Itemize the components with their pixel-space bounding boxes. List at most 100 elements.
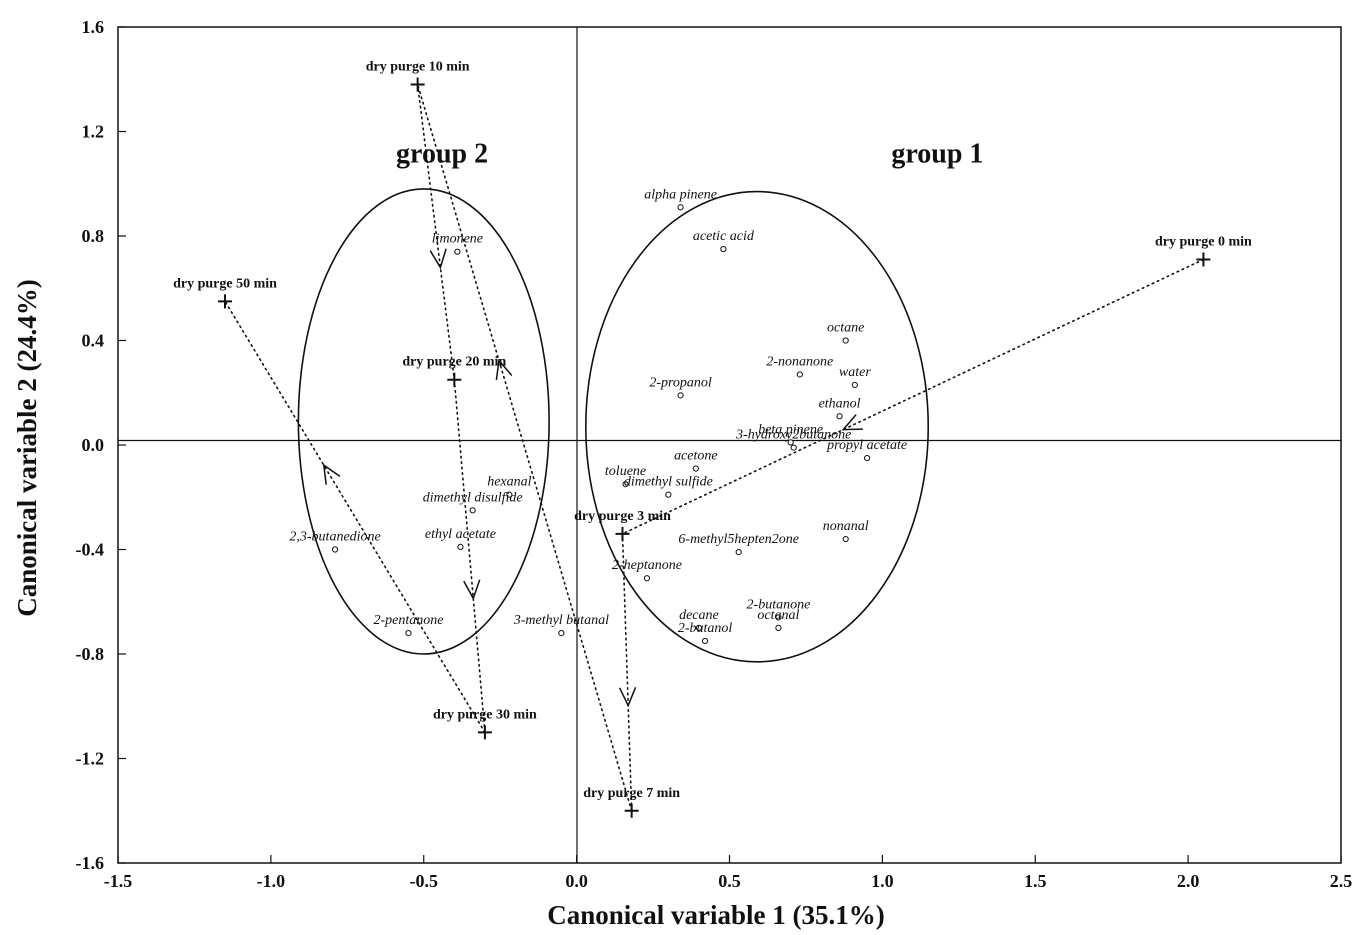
trajectory-segment <box>224 300 486 734</box>
x-tick-label: 2.5 <box>1330 871 1353 891</box>
trajectory-segment <box>416 83 456 381</box>
trajectory-arrows <box>322 248 863 708</box>
compound-label-2-propanol: 2-propanol <box>649 375 712 390</box>
compound-point-2-butanol <box>701 637 709 645</box>
compound-point-2-pentanone <box>405 630 412 637</box>
group-2-ellipse <box>297 188 550 655</box>
compound-label-3-methyl-butanal: 3-methyl butanal <box>513 613 609 628</box>
y-tick-label: -1.2 <box>76 749 105 769</box>
compound-point-ethanol <box>836 413 843 420</box>
compound-point-dimethyl-sulfide <box>665 491 672 498</box>
y-tick-label: 0.8 <box>82 226 105 246</box>
purge-marker-dry-purge-0-min <box>1196 252 1211 267</box>
trajectory-arrowhead <box>841 414 863 431</box>
purge-label-dry-purge-0-min: dry purge 0 min <box>1155 235 1252 250</box>
trajectory-segment <box>621 533 633 812</box>
purge-label-dry-purge-50-min: dry purge 50 min <box>173 276 277 291</box>
purge-points: dry purge 0 min dry purge 3 min dry purge … <box>173 59 1252 818</box>
compound-label-2-butanol: 2-butanol <box>678 621 733 636</box>
compound-point-6-methyl5hepten2one <box>735 549 742 556</box>
compound-label-toluene: toluene <box>605 464 646 479</box>
compound-label-dimethyl-disulfide: dimethyl disulfide <box>423 490 523 505</box>
compound-label-2-nonanone: 2-nonanone <box>766 354 833 369</box>
compound-point-hexanal <box>506 491 513 498</box>
trajectory-arrowhead <box>463 579 481 601</box>
y-tick-label: 0.4 <box>82 331 105 351</box>
compound-label-decane: decane <box>679 608 719 623</box>
compound-label-propyl-acetate: propyl acetate <box>826 438 907 453</box>
compound-point-acetic-acid <box>720 245 727 253</box>
compound-point-ethyl-acetate <box>457 543 464 550</box>
compound-label-2-pentanone: 2-pentanone <box>373 613 443 628</box>
compound-point-dimethyl-disulfide <box>469 507 476 514</box>
purge-label-dry-purge-20-min: dry purge 20 min <box>402 355 506 370</box>
y-ticks: 1.6 1.2 0.8 0.4 0.0 -0.4 -0.8 -1.2 -1.6 <box>76 17 126 873</box>
group-1-ellipse <box>584 190 930 663</box>
purge-marker-dry-purge-7-min <box>624 803 639 818</box>
compound-point-octane <box>842 337 849 344</box>
group-1-label: group 1 <box>891 138 983 169</box>
purge-marker-dry-purge-3-min <box>615 526 630 541</box>
purge-marker-dry-purge-10-min <box>410 77 425 92</box>
trajectory-segment <box>453 378 486 734</box>
group-labels: group 2 group 1 <box>396 138 983 169</box>
purge-label-dry-purge-7-min: dry purge 7 min <box>583 786 680 801</box>
compound-label-nonanal: nonanal <box>823 519 869 534</box>
compound-point-2-nonanone <box>796 371 803 378</box>
y-tick-label: -0.4 <box>76 540 105 560</box>
purge-label-dry-purge-30-min: dry purge 30 min <box>433 707 537 722</box>
compound-label-2-heptanone: 2-heptanone <box>612 558 682 573</box>
x-ticks: -1.5 -1.0 -0.5 0.0 0.5 1.0 1.5 2.0 2.5 <box>104 855 1353 891</box>
x-tick-label: 0.5 <box>718 871 741 891</box>
compound-label-water: water <box>839 365 871 380</box>
compound-point-alpha-pinene <box>677 204 684 211</box>
compound-point-decane <box>695 624 703 631</box>
compound-point-3-methyl-butanal <box>558 630 565 637</box>
compound-point-beta-pinene <box>787 439 794 446</box>
purge-marker-dry-purge-20-min <box>447 372 462 387</box>
compound-point-propyl-acetate <box>863 454 871 462</box>
compound-point-limonene <box>454 248 461 255</box>
trajectory-arrowhead <box>429 248 447 270</box>
trajectory-arrowhead <box>322 463 341 485</box>
compound-point-toluene <box>622 481 629 488</box>
trajectory-arrowhead <box>495 358 513 381</box>
x-tick-label: -1.0 <box>257 871 286 891</box>
compound-point-acetone <box>692 465 699 472</box>
compound-label-3-hydroxy2butanone: 3-hydroxy2butanone <box>735 428 851 443</box>
compound-point-2-3-butanedione <box>331 546 339 553</box>
x-tick-label: 0.0 <box>565 871 588 891</box>
compound-label-beta-pinene: beta pinene <box>758 422 823 437</box>
compound-label-acetone: acetone <box>674 449 718 464</box>
purge-label-dry-purge-3-min: dry purge 3 min <box>574 509 671 524</box>
y-tick-label: -1.6 <box>76 853 105 873</box>
x-tick-label: -1.5 <box>104 871 133 891</box>
group-2-label: group 2 <box>396 138 488 169</box>
x-tick-label: -0.5 <box>410 871 439 891</box>
compound-label-dimethyl-sulfide: dimethyl sulfide <box>624 475 713 490</box>
x-tick-label: 1.0 <box>871 871 894 891</box>
compound-label-octane: octane <box>827 321 864 336</box>
compound-label-ethanol: ethanol <box>819 396 861 411</box>
trajectory-arrowhead <box>618 686 637 708</box>
trajectory-segment <box>621 258 1205 535</box>
x-tick-label: 1.5 <box>1024 871 1047 891</box>
x-axis-title: Canonical variable 1 (35.1%) <box>547 900 885 930</box>
compound-label-hexanal: hexanal <box>487 475 531 490</box>
compound-point-2-heptanone <box>643 575 651 582</box>
compound-point-octanal <box>775 624 782 631</box>
compound-point-3-hydroxy2butanone <box>790 444 797 451</box>
x-tick-label: 2.0 <box>1177 871 1200 891</box>
plot-frame <box>117 26 1342 864</box>
compound-point-2-propanol <box>677 392 684 399</box>
compound-point-water <box>851 381 858 389</box>
compound-points: alpha pinene acetic acid octane 2-nonanone w… <box>289 187 907 645</box>
trajectory-segment <box>416 83 633 812</box>
compound-label-limonene: limonene <box>432 232 483 247</box>
group-ellipses <box>297 188 930 663</box>
compound-point-2-butanone <box>775 614 782 621</box>
compound-point-nonanal <box>842 535 849 543</box>
y-tick-label: 1.6 <box>82 17 105 37</box>
y-tick-label: -0.8 <box>76 644 105 664</box>
y-axis-title: Canonical variable 2 (24.4%) <box>12 279 42 617</box>
